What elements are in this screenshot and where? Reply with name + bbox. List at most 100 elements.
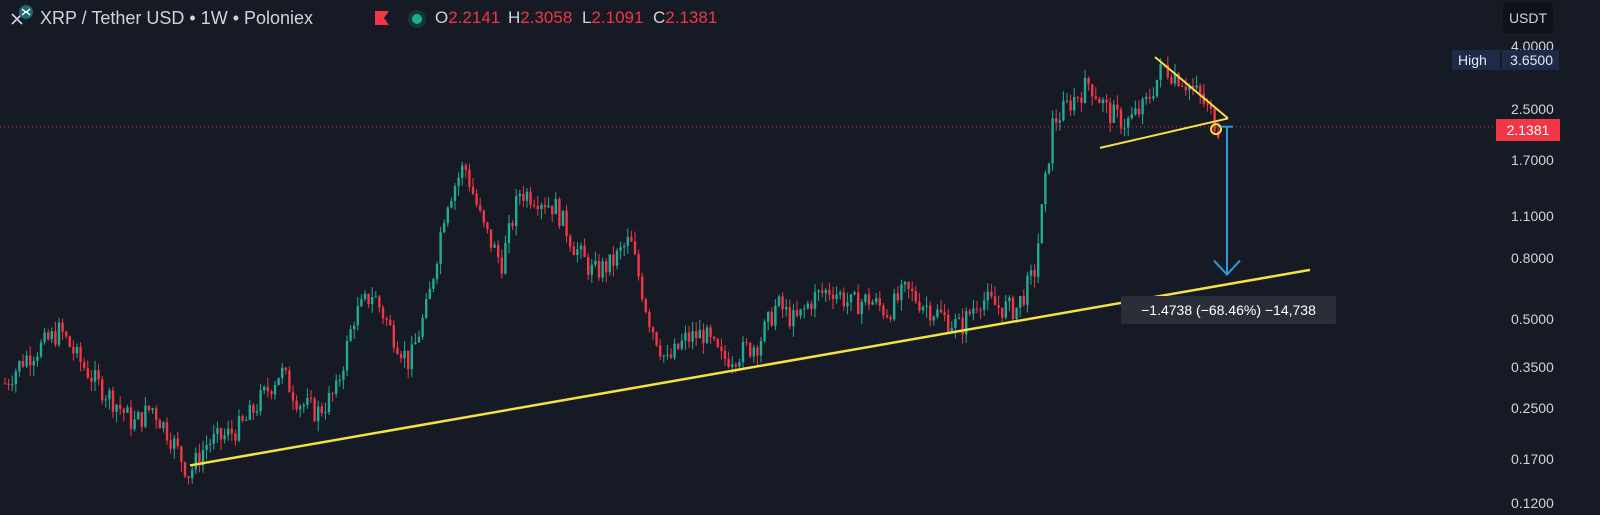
candle-body bbox=[317, 406, 320, 421]
candle-body bbox=[1051, 118, 1054, 164]
candle-body bbox=[29, 355, 32, 366]
currency-button[interactable]: USDT bbox=[1503, 3, 1553, 33]
candle-body bbox=[61, 322, 64, 332]
candle-body bbox=[288, 370, 291, 393]
candle-body bbox=[864, 294, 867, 303]
candle-body bbox=[104, 399, 107, 401]
candle-body bbox=[633, 241, 637, 255]
candle-body bbox=[443, 223, 446, 233]
candle-body bbox=[745, 341, 748, 343]
candle-body bbox=[540, 204, 543, 210]
candle-body bbox=[500, 257, 503, 274]
candle-body bbox=[158, 420, 161, 429]
candle-body bbox=[662, 355, 665, 357]
candle-body bbox=[576, 249, 579, 256]
candle-body bbox=[1091, 84, 1094, 97]
candle-body bbox=[623, 245, 626, 248]
candle-body bbox=[1170, 77, 1173, 84]
candle-body bbox=[93, 370, 97, 382]
measure-arrow-head bbox=[1213, 259, 1241, 277]
candle-body bbox=[1130, 114, 1133, 119]
candle-body bbox=[230, 428, 233, 434]
candle-body bbox=[824, 289, 827, 294]
candle-body bbox=[241, 416, 244, 421]
candle-body bbox=[187, 476, 190, 479]
candle-body bbox=[281, 367, 284, 378]
candle-body bbox=[741, 341, 745, 363]
candle-body bbox=[259, 390, 262, 412]
candle-body bbox=[1069, 100, 1072, 111]
measure-label[interactable]: −1.4738 (−68.46%) −14,738 bbox=[1121, 296, 1336, 324]
candle-body bbox=[183, 462, 187, 477]
candle-body bbox=[1080, 97, 1083, 103]
candle-body bbox=[759, 341, 763, 356]
candle-body bbox=[558, 199, 561, 226]
candle-body bbox=[536, 205, 539, 210]
candle-body bbox=[1087, 77, 1090, 85]
candle-body bbox=[1145, 97, 1148, 100]
candle-body bbox=[554, 199, 557, 215]
candle-body bbox=[666, 354, 669, 356]
candle-body bbox=[446, 207, 449, 224]
candle-body bbox=[579, 245, 583, 250]
candle-body bbox=[828, 289, 831, 295]
symbol-title[interactable]: XRP / Tether USD • 1W • Poloniex bbox=[40, 8, 314, 28]
candle-body bbox=[1055, 118, 1058, 123]
candle-body bbox=[378, 296, 381, 308]
candle-body bbox=[414, 342, 417, 345]
candle-body bbox=[785, 306, 788, 310]
candle-body bbox=[1040, 204, 1043, 244]
candle-body bbox=[356, 306, 359, 326]
candle-body bbox=[605, 261, 608, 273]
candle-body bbox=[205, 444, 208, 451]
candle-body bbox=[345, 340, 349, 371]
ohlc-low-value: 2.1091 bbox=[591, 8, 644, 27]
candle-body bbox=[972, 308, 975, 314]
candle-body bbox=[1152, 96, 1155, 99]
candle-body bbox=[911, 288, 914, 292]
candle-body bbox=[335, 380, 338, 394]
candle-body bbox=[50, 331, 53, 340]
candle-body bbox=[587, 256, 590, 275]
candle-body bbox=[569, 236, 572, 247]
candle-body bbox=[792, 310, 795, 327]
candle-body bbox=[511, 223, 514, 227]
candle-body bbox=[176, 438, 179, 447]
ohlc-open-value: 2.2141 bbox=[448, 8, 501, 27]
candle-body bbox=[1148, 97, 1151, 99]
candle-body bbox=[695, 331, 698, 339]
candle-body bbox=[428, 288, 431, 300]
candle-body bbox=[914, 291, 917, 302]
candle-body bbox=[1026, 275, 1029, 305]
candle-body bbox=[133, 419, 136, 430]
flag-icon[interactable] bbox=[374, 10, 390, 26]
candle-body bbox=[1181, 85, 1184, 87]
candle-body bbox=[518, 193, 521, 197]
candle-body bbox=[835, 294, 838, 299]
candle-body bbox=[993, 296, 997, 305]
candle-body bbox=[407, 350, 410, 370]
candle-body bbox=[75, 346, 79, 354]
candle-body bbox=[842, 292, 845, 307]
ohlc-high-value: 2.3058 bbox=[520, 8, 573, 27]
candle-body bbox=[504, 243, 507, 274]
candle-body bbox=[669, 354, 673, 358]
candle-body bbox=[547, 205, 550, 208]
candle-body bbox=[72, 346, 75, 354]
candle-body bbox=[1123, 127, 1126, 129]
candle-body bbox=[47, 332, 50, 340]
candle-body bbox=[1058, 120, 1061, 123]
market-status-icon[interactable] bbox=[408, 10, 426, 28]
candle-body bbox=[497, 244, 500, 258]
ohlc-close-value: 2.1381 bbox=[665, 8, 718, 27]
candle-body bbox=[961, 317, 964, 335]
candle-body bbox=[165, 422, 169, 441]
candle-body bbox=[659, 345, 662, 357]
candle-body bbox=[691, 331, 694, 342]
candle-body bbox=[194, 452, 197, 470]
price-axis-label: 0.2500 bbox=[1511, 400, 1554, 416]
candle-body bbox=[687, 332, 691, 342]
candle-body bbox=[932, 316, 935, 321]
